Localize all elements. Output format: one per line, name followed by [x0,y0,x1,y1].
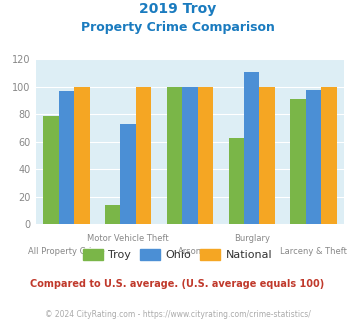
Bar [59,91,74,224]
Text: Property Crime Comparison: Property Crime Comparison [81,21,274,34]
Bar [290,99,306,224]
Bar [244,72,260,224]
Bar [43,116,59,224]
Text: © 2024 CityRating.com - https://www.cityrating.com/crime-statistics/: © 2024 CityRating.com - https://www.city… [45,310,310,319]
Bar [182,87,198,224]
Legend: Troy, Ohio, National: Troy, Ohio, National [78,245,277,265]
Text: Compared to U.S. average. (U.S. average equals 100): Compared to U.S. average. (U.S. average … [31,279,324,289]
Bar [74,87,89,224]
Bar [321,87,337,224]
Bar [120,124,136,224]
Text: Arson: Arson [178,248,202,256]
Text: All Property Crime: All Property Crime [28,248,105,256]
Text: Burglary: Burglary [234,234,270,243]
Bar [105,205,120,224]
Bar [136,87,151,224]
Bar [229,138,244,224]
Text: Motor Vehicle Theft: Motor Vehicle Theft [87,234,169,243]
Bar [198,87,213,224]
Bar [260,87,275,224]
Bar [167,87,182,224]
Text: Larceny & Theft: Larceny & Theft [280,248,347,256]
Bar [306,90,321,224]
Text: 2019 Troy: 2019 Troy [139,2,216,16]
